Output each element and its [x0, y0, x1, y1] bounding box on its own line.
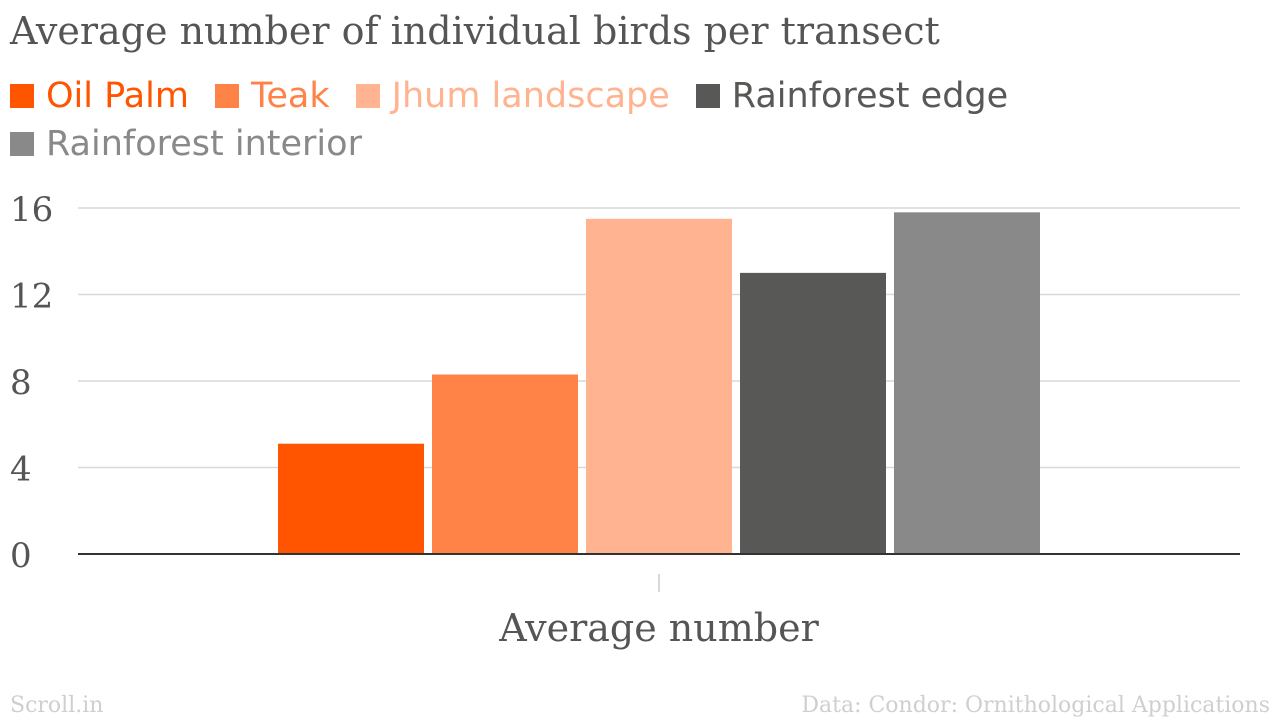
legend-swatch [695, 84, 720, 108]
legend-label: Oil Palm [46, 76, 189, 116]
legend-swatch [355, 84, 380, 108]
y-tick-label: 0 [10, 536, 32, 576]
y-tick-label: 4 [10, 450, 32, 490]
legend-label: Jhum landscape [391, 76, 670, 116]
legend-label: Teak [250, 76, 330, 116]
legend-item: Oil Palm [10, 74, 189, 118]
source-label: Data: Condor: Ornithological Application… [801, 693, 1270, 718]
legend-item: Jhum landscape [355, 74, 670, 118]
legend-item: Rainforest edge [695, 74, 1009, 118]
legend-item: Teak [214, 74, 330, 118]
legend-swatch [10, 132, 34, 156]
y-tick-label: 8 [10, 363, 32, 403]
legend-label: Rainforest interior [46, 124, 362, 164]
legend-swatch [214, 84, 239, 108]
y-tick-label: 16 [10, 190, 53, 230]
legend-item: Rainforest interior [10, 122, 362, 166]
legend: Oil Palm Teak Jhum landscape Rainforest edg… [10, 74, 1010, 166]
legend-swatch [10, 84, 34, 108]
bar [278, 443, 424, 554]
legend-label: Rainforest edge [731, 76, 1009, 116]
brand-label: Scroll.in [10, 693, 104, 718]
chart-title: Average number of individual birds per t… [10, 9, 940, 53]
bar [740, 272, 886, 554]
x-category-label: Average number [498, 606, 819, 650]
y-tick-label: 12 [10, 277, 53, 317]
bar [894, 212, 1040, 554]
bar [586, 218, 732, 554]
bar [432, 374, 578, 554]
